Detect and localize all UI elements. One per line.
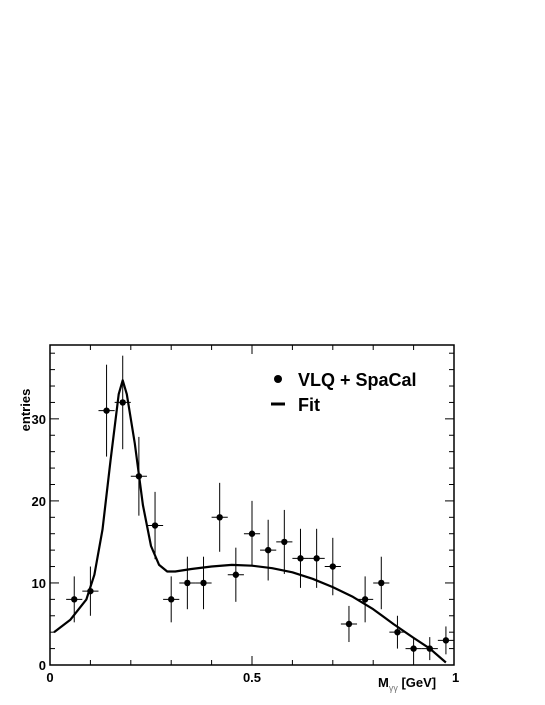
data-marker	[103, 407, 110, 414]
data-marker	[184, 579, 191, 587]
data-point	[308, 528, 325, 588]
data-point	[243, 500, 261, 567]
x-tick-label: 0	[46, 670, 53, 685]
data-point	[389, 615, 406, 649]
y-axis-label: entries	[18, 389, 33, 432]
points-layer	[66, 355, 454, 661]
data-marker	[410, 645, 417, 652]
data-point	[98, 364, 115, 457]
data-point	[324, 537, 341, 596]
legend: VLQ + SpaCal Fit	[271, 370, 417, 415]
data-point	[260, 519, 277, 581]
legend-point-marker	[274, 375, 282, 383]
data-marker	[71, 596, 78, 603]
data-point	[227, 547, 244, 602]
data-marker	[378, 579, 385, 587]
y-tick-label: 20	[32, 494, 46, 509]
fit-layer	[53, 379, 447, 664]
data-marker	[200, 579, 207, 587]
data-point	[292, 528, 309, 588]
x-tick-label: 1	[452, 670, 459, 685]
data-marker	[168, 596, 175, 603]
data-point	[373, 556, 390, 610]
y-tick-label: 10	[32, 576, 46, 591]
data-point	[66, 576, 83, 623]
data-marker	[119, 399, 126, 406]
data-point	[405, 637, 422, 661]
fit-curve	[53, 379, 447, 664]
data-point	[114, 355, 131, 450]
data-marker	[442, 637, 450, 644]
x-axis-label-sub: γγ	[389, 683, 399, 693]
x-tick-label: 0.5	[243, 670, 261, 685]
data-point	[146, 491, 164, 560]
data-marker	[232, 571, 240, 578]
data-marker	[313, 555, 320, 562]
data-point	[163, 576, 180, 623]
data-point	[357, 576, 374, 623]
data-marker	[329, 563, 336, 570]
data-marker	[248, 530, 256, 537]
x-axis-label-main: M	[378, 675, 389, 690]
axis-ticks	[49, 345, 455, 666]
data-marker	[345, 620, 353, 628]
data-marker	[216, 514, 223, 521]
data-marker	[361, 596, 369, 603]
data-point	[130, 436, 147, 516]
data-marker	[426, 645, 433, 652]
data-marker	[151, 522, 159, 529]
x-axis-label-unit: [GeV]	[398, 675, 436, 690]
data-marker	[264, 546, 272, 554]
y-tick-label: 0	[39, 658, 46, 673]
data-point	[437, 626, 454, 655]
y-tick-label: 30	[32, 412, 46, 427]
data-marker	[281, 538, 288, 546]
data-marker	[87, 587, 94, 595]
data-point	[211, 482, 228, 552]
data-point	[82, 566, 99, 616]
data-point	[276, 509, 293, 574]
x-axis-label: Mγγ [GeV]	[378, 675, 436, 693]
data-marker	[297, 555, 304, 562]
tick-labels: 0 10 20 30 0 0.5 1	[32, 412, 460, 685]
legend-label-data: VLQ + SpaCal	[298, 370, 417, 390]
data-marker	[394, 628, 401, 636]
legend-label-fit: Fit	[298, 395, 320, 415]
data-point	[195, 556, 212, 610]
data-point	[421, 637, 438, 661]
data-point	[340, 605, 358, 643]
data-marker	[135, 473, 143, 480]
data-point	[179, 556, 196, 610]
